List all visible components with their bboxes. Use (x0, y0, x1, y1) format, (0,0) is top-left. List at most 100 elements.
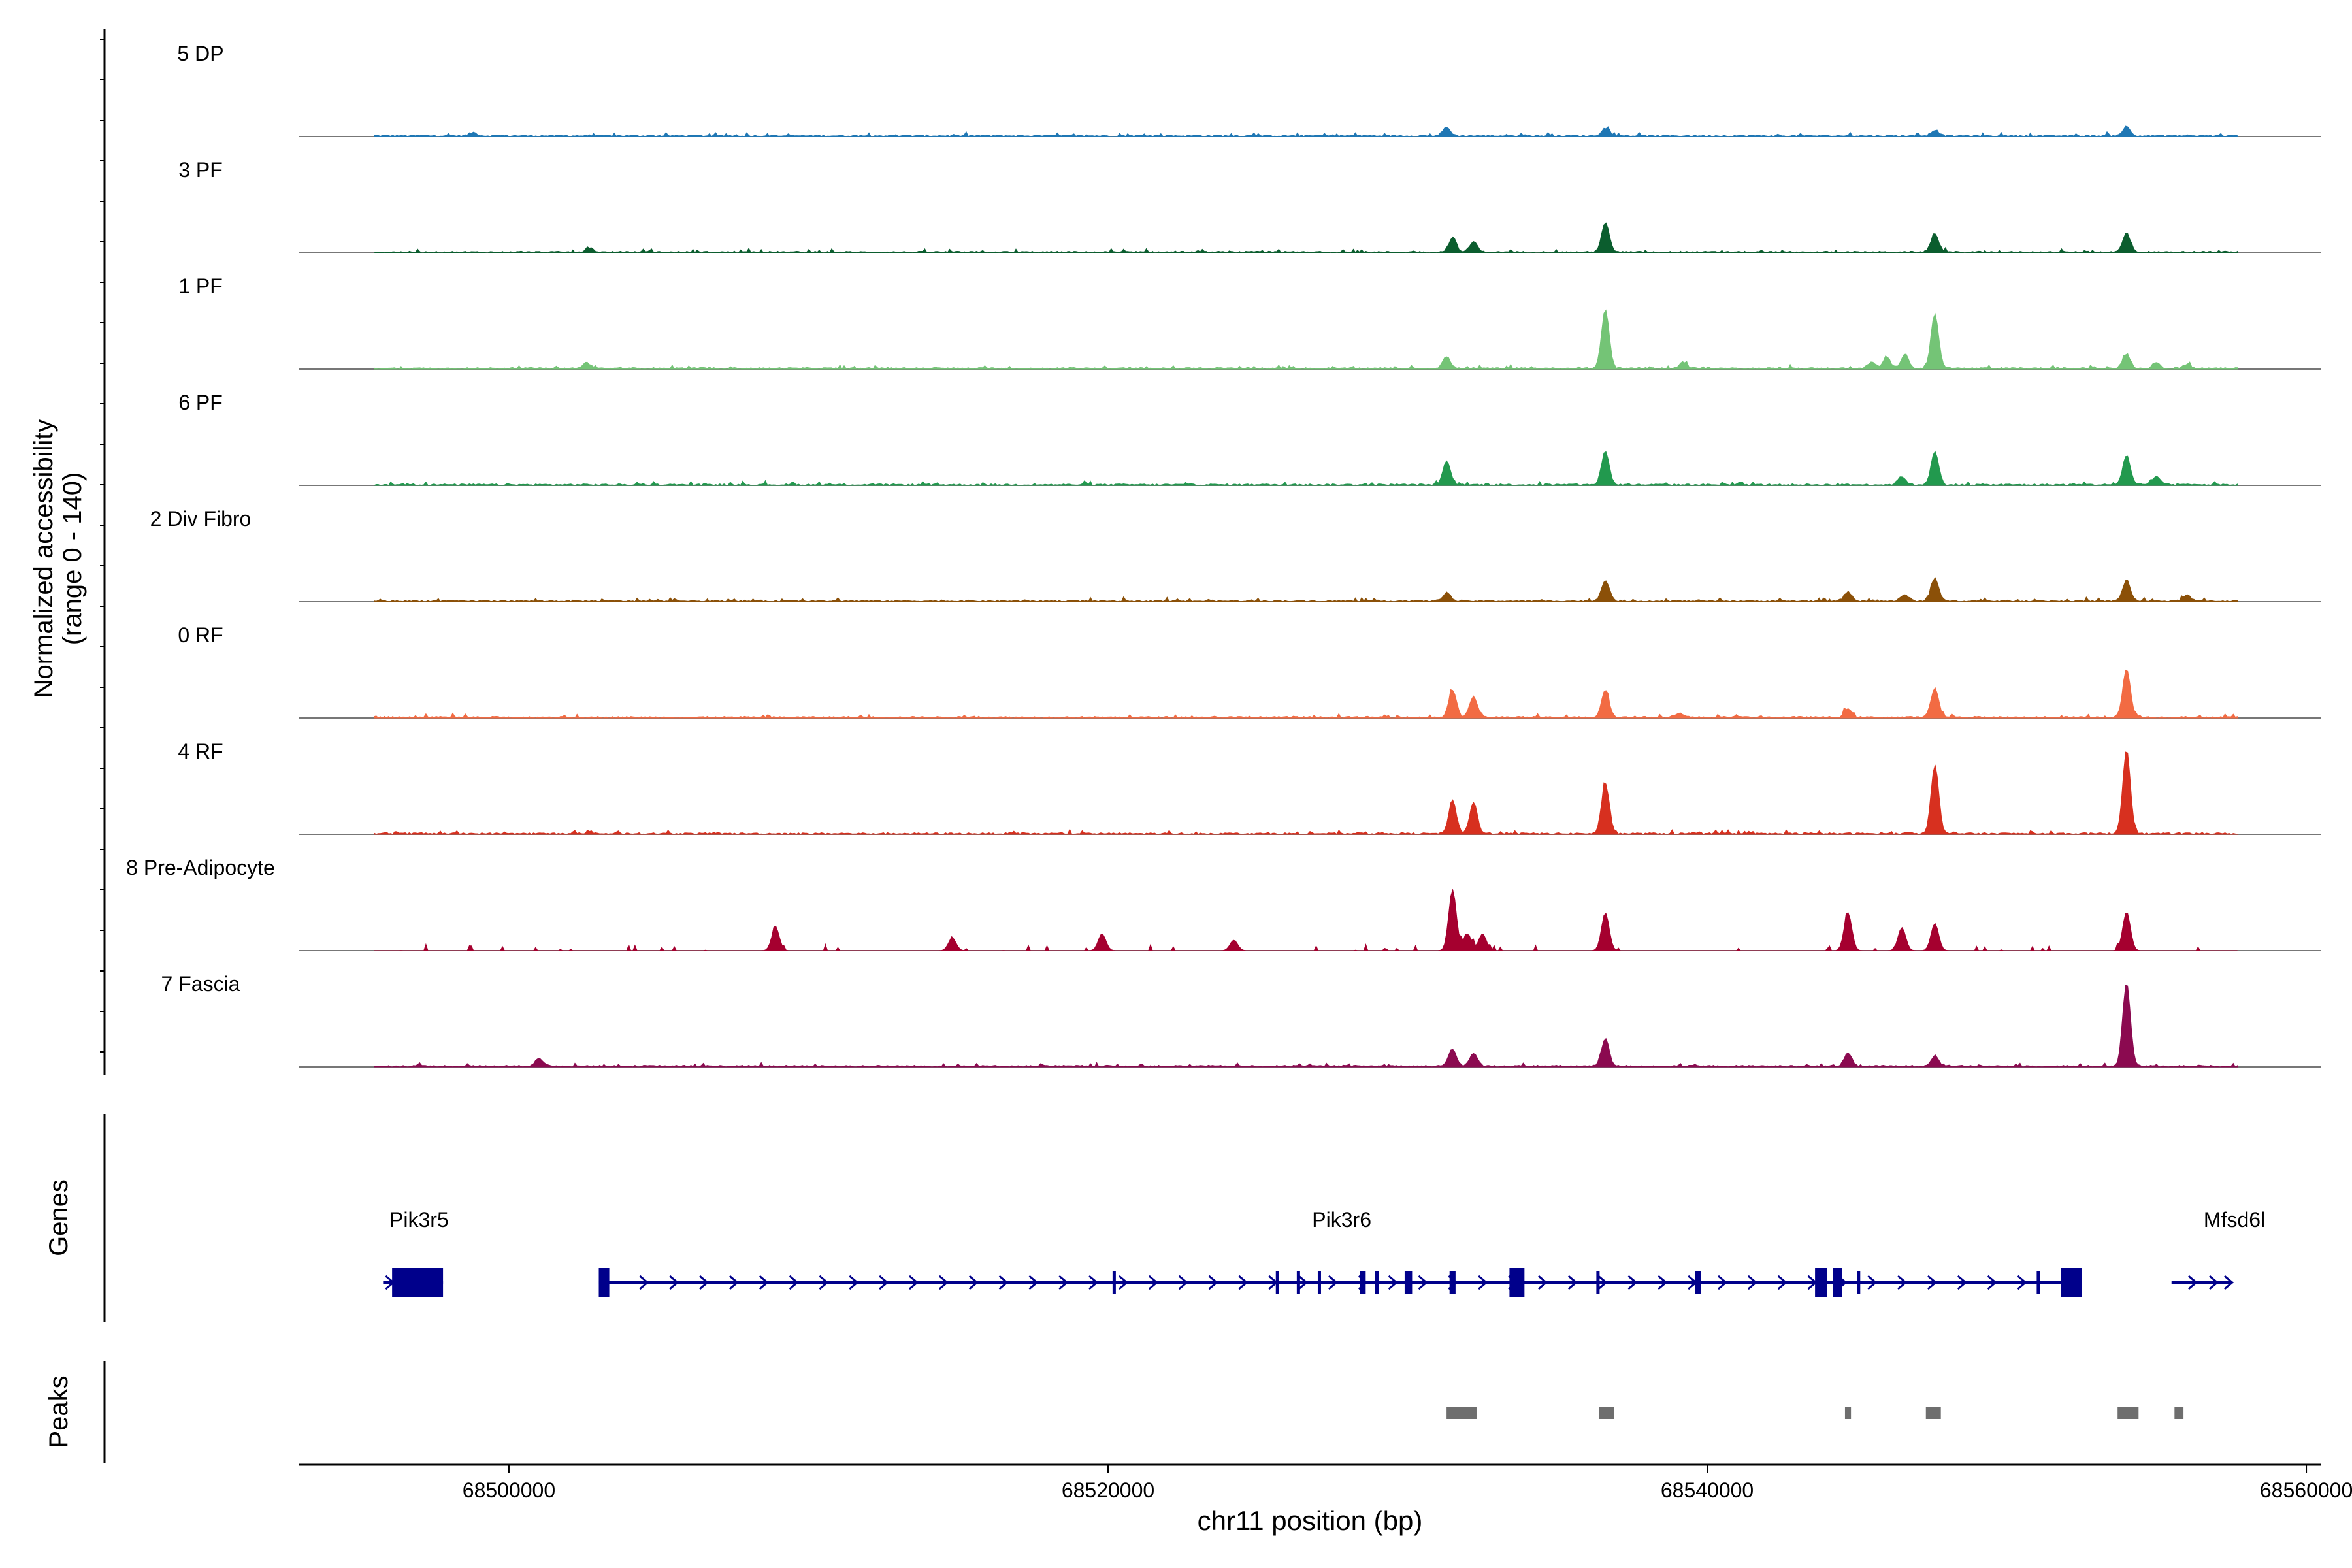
track-label: 7 Fascia (161, 972, 240, 996)
track-4: 2 Div Fibro (150, 507, 2321, 603)
y-axis-title: Normalized accessibility (29, 419, 58, 698)
gene-pik3r6-exon (598, 1268, 610, 1297)
gene-pik3r6-exon (1509, 1268, 1525, 1297)
strand-chevron (1627, 1275, 1638, 1290)
track-coverage-area (374, 888, 2238, 951)
strand-chevron (2187, 1275, 2198, 1290)
peak-region (1925, 1407, 1941, 1419)
strand-chevron (1028, 1275, 1039, 1290)
peak-region (1844, 1407, 1852, 1419)
strand-chevron (1118, 1275, 1129, 1290)
x-tick-label: 68540000 (1661, 1478, 1754, 1502)
strand-chevron (1927, 1275, 1938, 1290)
track-label: 0 RF (178, 623, 223, 647)
track-7: 8 Pre-Adipocyte (126, 856, 2321, 951)
track-0: 5 DP (177, 42, 2321, 137)
track-coverage-area (374, 125, 2238, 137)
x-tick-label: 68500000 (463, 1478, 555, 1502)
y-axis-title-range: (range 0 - 140) (58, 472, 87, 645)
strand-chevron (1537, 1275, 1548, 1290)
track-2: 1 PF (178, 274, 2321, 370)
gene-pik3r6-exon (2036, 1271, 2040, 1294)
genes-panel-title: Genes (44, 1179, 73, 1256)
track-coverage-area (374, 309, 2238, 370)
strand-chevron (789, 1275, 799, 1290)
strand-chevron (1597, 1275, 1608, 1290)
strand-chevron (1388, 1275, 1398, 1290)
gene-pik3r6-exon (1449, 1271, 1456, 1294)
strand-chevron (938, 1275, 949, 1290)
peak-track (1446, 1407, 2184, 1419)
gene-label: Mfsd6l (2204, 1208, 2265, 1232)
gene-pik3r6-exon (2061, 1268, 2082, 1297)
gene-pik3r6-exon (1404, 1271, 1413, 1294)
coverage-tracks: 5 DP 3 PF 1 PF 6 PF 2 Div Fibro 0 RF 4 RF 8 Pre… (126, 42, 2321, 1068)
strand-chevron (1957, 1275, 1968, 1290)
strand-chevron (2017, 1275, 2027, 1290)
strand-chevron (1567, 1275, 1578, 1290)
strand-chevron (1088, 1275, 1099, 1290)
strand-chevron (1178, 1275, 1188, 1290)
strand-chevron (908, 1275, 919, 1290)
strand-chevron (849, 1275, 859, 1290)
track-label: 8 Pre-Adipocyte (126, 856, 275, 879)
strand-chevron (669, 1275, 679, 1290)
strand-chevron (2223, 1275, 2234, 1290)
gene-pik3r6-exon (1833, 1268, 1842, 1297)
gene-pik3r6-exon (1857, 1271, 1861, 1294)
track-coverage-area (374, 222, 2238, 253)
track-coverage-area (374, 450, 2238, 486)
track-label: 4 RF (178, 740, 223, 763)
strand-chevron (968, 1275, 979, 1290)
strand-chevron (879, 1275, 889, 1290)
strand-chevron (1148, 1275, 1159, 1290)
track-coverage-area (374, 751, 2238, 835)
strand-chevron (1777, 1275, 1788, 1290)
strand-chevron (1987, 1275, 1997, 1290)
gene-pik3r6-exon (1275, 1271, 1279, 1294)
gene-pik3r5-exon (392, 1268, 444, 1297)
strand-chevron (759, 1275, 770, 1290)
gene-pik3r6-exon (1296, 1271, 1300, 1294)
track-label: 2 Div Fibro (150, 507, 252, 531)
track-coverage-area (374, 577, 2238, 603)
gene-pik3r6-exon (1375, 1271, 1379, 1294)
track-5: 0 RF (178, 623, 2321, 719)
track-3: 6 PF (178, 391, 2321, 486)
gene-pik3r6-exon (1815, 1268, 1827, 1297)
gene-label: Pik3r6 (1312, 1208, 1371, 1232)
gene-label: Pik3r5 (389, 1208, 449, 1232)
strand-chevron (1298, 1275, 1309, 1290)
tracks-y-ticks (100, 39, 105, 1053)
track-6: 4 RF (178, 740, 2321, 835)
strand-chevron (699, 1275, 710, 1290)
track-label: 1 PF (178, 274, 223, 298)
x-axis-ticks: 68500000 68520000 68540000 68560000 (463, 1465, 2352, 1502)
strand-chevron (1658, 1275, 1668, 1290)
strand-chevron (728, 1275, 740, 1290)
strand-chevron (1747, 1275, 1758, 1290)
strand-chevron (1867, 1275, 1878, 1290)
track-label: 6 PF (178, 391, 223, 414)
strand-chevron (819, 1275, 829, 1290)
track-label: 5 DP (177, 42, 223, 65)
strand-chevron (1208, 1275, 1218, 1290)
gene-pik3r6-exon (1360, 1271, 1366, 1294)
peak-region (2174, 1407, 2184, 1419)
track-8: 7 Fascia (161, 972, 2321, 1068)
strand-chevron (1897, 1275, 1908, 1290)
strand-chevron (1418, 1275, 1428, 1290)
gene-pik3r6-exon (1317, 1271, 1321, 1294)
track-label: 3 PF (178, 158, 223, 182)
strand-chevron (1717, 1275, 1728, 1290)
strand-chevron (639, 1275, 649, 1290)
gene-pik3r6-exon (1596, 1271, 1600, 1294)
strand-chevron (1478, 1275, 1488, 1290)
peak-region (1446, 1407, 1477, 1419)
track-coverage-area (374, 985, 2238, 1068)
peak-region (1599, 1407, 1614, 1419)
strand-chevron (1238, 1275, 1249, 1290)
strand-chevron (1328, 1275, 1339, 1290)
x-axis-title: chr11 position (bp) (1198, 1505, 1423, 1536)
